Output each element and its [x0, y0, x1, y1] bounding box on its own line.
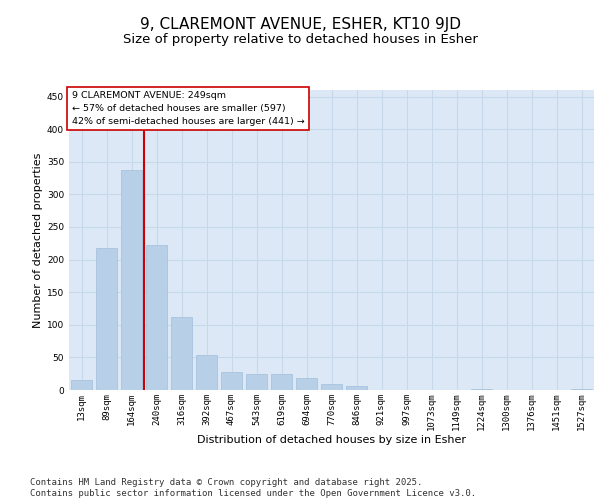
- Bar: [346, 386, 367, 390]
- Bar: [296, 378, 317, 390]
- Text: Size of property relative to detached houses in Esher: Size of property relative to detached ho…: [122, 32, 478, 46]
- Bar: [171, 317, 192, 390]
- Bar: [196, 355, 217, 390]
- Y-axis label: Number of detached properties: Number of detached properties: [33, 152, 43, 328]
- Bar: [71, 380, 92, 390]
- Text: 9 CLAREMONT AVENUE: 249sqm
← 57% of detached houses are smaller (597)
42% of sem: 9 CLAREMONT AVENUE: 249sqm ← 57% of deta…: [71, 92, 304, 126]
- Bar: [271, 374, 292, 390]
- Bar: [246, 374, 267, 390]
- Bar: [221, 372, 242, 390]
- Bar: [121, 170, 142, 390]
- Bar: [146, 245, 167, 390]
- Text: Contains HM Land Registry data © Crown copyright and database right 2025.
Contai: Contains HM Land Registry data © Crown c…: [30, 478, 476, 498]
- Bar: [321, 384, 342, 390]
- Text: 9, CLAREMONT AVENUE, ESHER, KT10 9JD: 9, CLAREMONT AVENUE, ESHER, KT10 9JD: [139, 18, 461, 32]
- X-axis label: Distribution of detached houses by size in Esher: Distribution of detached houses by size …: [197, 434, 466, 444]
- Bar: [571, 388, 592, 390]
- Bar: [96, 248, 117, 390]
